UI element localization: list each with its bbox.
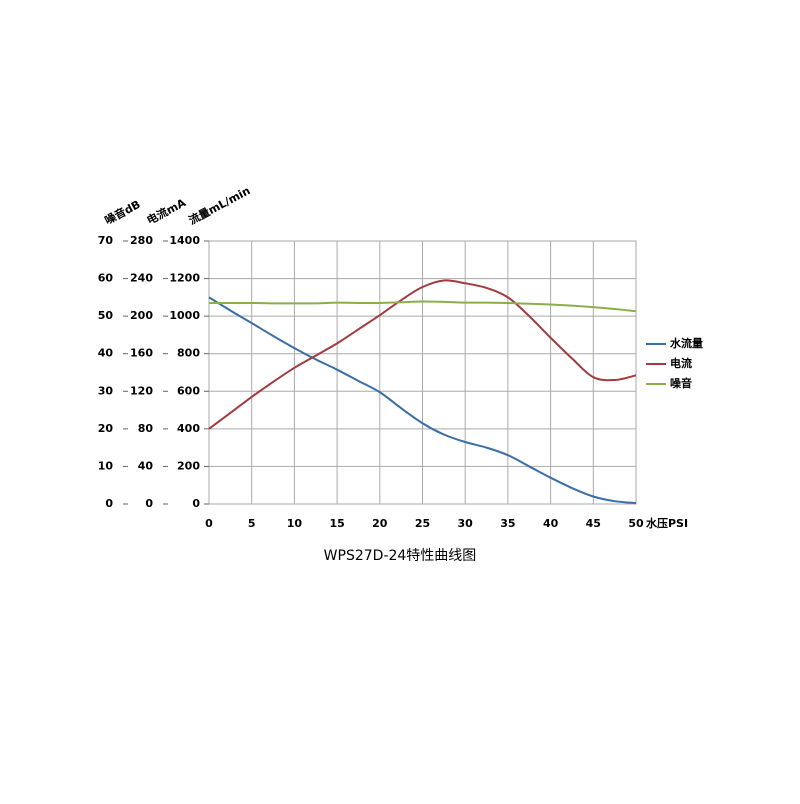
y2-tick-label: 200 [130, 309, 153, 322]
x-tick-label: 50 [628, 517, 644, 530]
y3-tick-label: 70 [98, 234, 114, 247]
y2-tick-label: 280 [130, 234, 153, 247]
y-tick-label: 400 [177, 422, 200, 435]
series-line [209, 300, 637, 313]
y-axis-title: 流量mL/min [186, 183, 252, 227]
x-tick-label: 25 [415, 517, 430, 530]
y3-tick-label: 0 [105, 497, 113, 510]
y3-tick-label: 60 [98, 272, 114, 285]
y-tick-label: 1200 [169, 272, 200, 285]
y3-tick-label: 10 [98, 459, 114, 472]
chart-title: WPS27D-24特性曲线图 [324, 548, 477, 564]
x-tick-label: 10 [287, 517, 303, 530]
legend-label: 噪音 [670, 376, 692, 390]
y2-tick-label: 160 [130, 347, 153, 360]
y2-tick-label: 240 [130, 272, 153, 285]
series-line [208, 296, 637, 505]
legend-label: 电流 [670, 356, 692, 370]
x-tick-label: 5 [248, 517, 256, 530]
y3-tick-label: 30 [98, 384, 114, 397]
y2-axis-title: 电流mA [144, 195, 188, 227]
x-tick-label: 45 [586, 517, 601, 530]
y2-tick-label: 0 [145, 497, 153, 510]
y-tick-label: 1400 [169, 234, 200, 247]
y3-axis-title: 噪音dB [102, 197, 142, 227]
x-axis-title: 水压PSI [646, 516, 688, 530]
x-tick-label: 40 [543, 517, 559, 530]
x-tick-label: 35 [500, 517, 515, 530]
y-tick-label: 200 [177, 459, 200, 472]
y-tick-label: 0 [192, 497, 200, 510]
y3-tick-label: 20 [98, 422, 114, 435]
legend-label: 水流量 [670, 336, 703, 350]
y2-tick-label: 40 [138, 459, 154, 472]
series-line [208, 279, 637, 430]
y-tick-label: 600 [177, 384, 200, 397]
x-tick-label: 30 [458, 517, 474, 530]
y3-tick-label: 50 [98, 309, 114, 322]
y3-tick-label: 40 [98, 347, 114, 360]
y2-tick-label: 120 [130, 384, 153, 397]
x-tick-label: 15 [329, 517, 344, 530]
y-tick-label: 1000 [169, 309, 200, 322]
y-tick-label: 800 [177, 347, 200, 360]
x-tick-label: 20 [372, 517, 388, 530]
y2-tick-label: 80 [138, 422, 154, 435]
x-tick-label: 0 [205, 517, 213, 530]
